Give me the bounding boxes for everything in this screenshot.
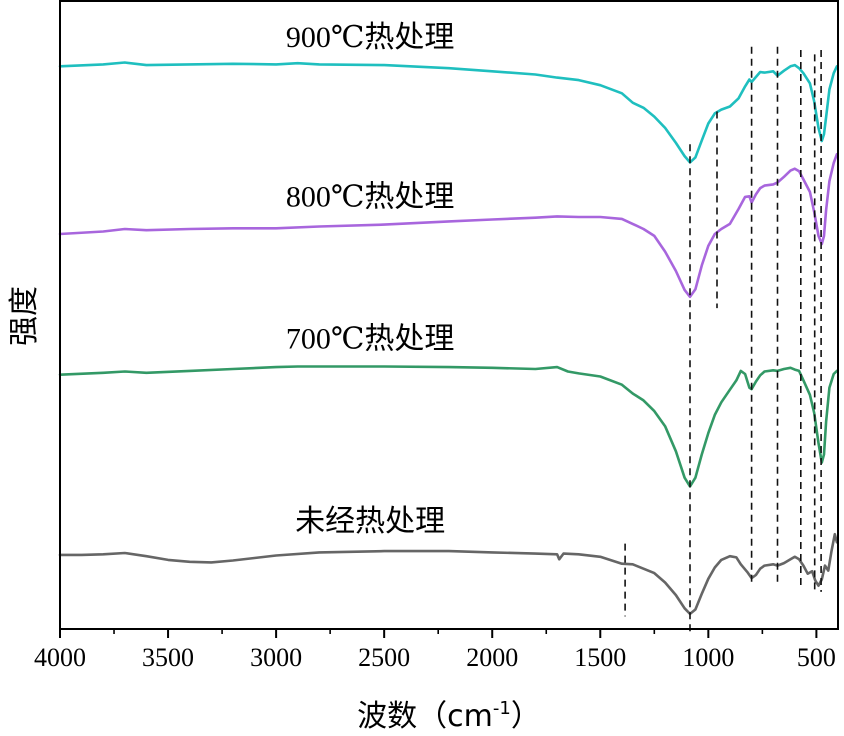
x-axis-title-main: 波数（cm bbox=[357, 699, 493, 734]
x-tick-label-2: 3000 bbox=[250, 643, 302, 672]
x-axis-ticks: 4000 3500 3000 2500 2000 1500 1000 500 bbox=[34, 629, 836, 672]
x-tick-label-6: 1000 bbox=[682, 643, 734, 672]
x-tick-label-0: 4000 bbox=[34, 643, 86, 672]
series-label-2: 700℃热处理 bbox=[286, 322, 455, 355]
series-line-1 bbox=[58, 152, 839, 299]
series-layer bbox=[58, 61, 839, 616]
x-axis-title-close: ） bbox=[511, 699, 541, 734]
series-line-2 bbox=[58, 365, 839, 488]
x-tick-label-4: 2000 bbox=[466, 643, 518, 672]
x-tick-label-7: 500 bbox=[797, 643, 836, 672]
series-line-0 bbox=[58, 61, 839, 164]
series-label-3: 未经热处理 bbox=[295, 505, 445, 538]
series-label-0: 900℃热处理 bbox=[286, 21, 455, 54]
x-tick-label-1: 3500 bbox=[142, 643, 194, 672]
x-axis-title-superscript: -1 bbox=[493, 698, 511, 719]
y-axis-title: 强度 bbox=[7, 286, 42, 346]
series-label-1: 800℃热处理 bbox=[286, 181, 455, 214]
x-tick-label-3: 2500 bbox=[358, 643, 410, 672]
plot-frame bbox=[59, 0, 839, 630]
x-tick-label-5: 1500 bbox=[574, 643, 626, 672]
reference-lines bbox=[624, 46, 822, 634]
series-line-3 bbox=[58, 532, 839, 616]
x-axis-title: 波数（cm-1） bbox=[357, 698, 541, 734]
